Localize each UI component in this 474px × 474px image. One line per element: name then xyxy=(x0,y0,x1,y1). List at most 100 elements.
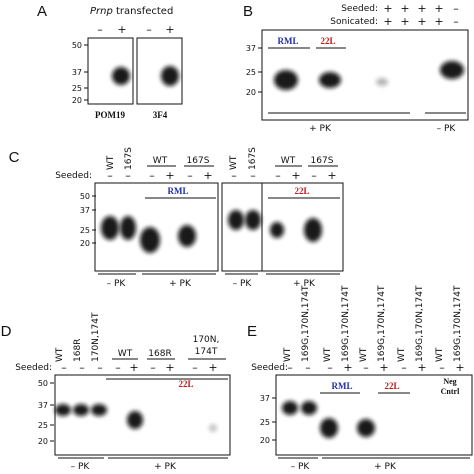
lane-sign: + xyxy=(165,169,174,182)
lane-sign: + xyxy=(165,23,174,36)
group-label: 168R xyxy=(148,349,171,359)
marker-label: 50 xyxy=(38,379,48,388)
row-label: Seeded: xyxy=(15,363,52,373)
marker-label: 20 xyxy=(72,96,82,105)
lane-label: WT xyxy=(397,347,407,362)
lane-sign: – xyxy=(439,361,445,374)
band xyxy=(304,218,322,242)
lane-label: 170N,174T xyxy=(91,312,101,362)
lane-sign: – xyxy=(287,361,293,374)
panel-label: D xyxy=(1,323,12,340)
lane-sign: – xyxy=(125,169,131,182)
blot-frame xyxy=(275,374,473,456)
lane-sign: + xyxy=(327,169,336,182)
marker-label: 37 xyxy=(38,401,48,410)
lane-sign: + xyxy=(291,169,300,182)
lane-label: 168R xyxy=(73,339,83,362)
lane-label: 169G,170N,174T xyxy=(453,285,463,362)
strain-label: 22L xyxy=(320,36,335,46)
band xyxy=(209,424,217,432)
band xyxy=(178,225,196,247)
band xyxy=(320,418,338,438)
lane-sign: + xyxy=(417,2,426,15)
band xyxy=(161,66,179,86)
treatment-label: – PK xyxy=(291,462,311,472)
marker-label: 25 xyxy=(80,226,90,235)
lane-sign: – xyxy=(146,23,152,36)
lane-label: 167S xyxy=(124,147,134,170)
band xyxy=(245,210,261,230)
lane-label: 169G,170N,174T xyxy=(415,285,425,362)
treatment-label: + PK xyxy=(374,462,397,472)
row-label: Seeded: xyxy=(251,363,288,373)
panel-label: A xyxy=(37,3,47,20)
antibody-label: 3F4 xyxy=(153,110,168,120)
band xyxy=(376,78,388,86)
band xyxy=(91,404,107,416)
strain-label: 22L xyxy=(178,379,193,389)
row-label: Seeded: xyxy=(55,171,92,181)
lane-sign: – xyxy=(453,15,459,28)
marker-label: 25 xyxy=(72,84,82,93)
treatment-label: + PK xyxy=(154,462,177,472)
strain-label: 22L xyxy=(294,186,309,196)
lane-sign: – xyxy=(305,361,311,374)
group-label: 167S xyxy=(187,156,210,166)
marker-label: 50 xyxy=(72,41,82,50)
treatment-label: – PK xyxy=(107,279,127,289)
lane-sign: – xyxy=(97,361,103,374)
control-label: Cntrl xyxy=(441,387,460,396)
panel-label: B xyxy=(243,3,253,20)
lane-sign: – xyxy=(187,169,193,182)
band xyxy=(319,72,341,88)
lane-sign: – xyxy=(115,361,121,374)
group-label: 170N, xyxy=(193,335,220,345)
band xyxy=(440,61,464,79)
lane-sign: – xyxy=(231,169,237,182)
lane-sign: – xyxy=(149,169,155,182)
lane-label: 169G,170N,174T xyxy=(341,285,351,362)
strain-label: RML xyxy=(168,186,189,196)
lane-sign: + xyxy=(208,361,217,374)
treatment-label: + PK xyxy=(309,124,332,134)
lane-label: WT xyxy=(55,347,65,362)
lane-sign: – xyxy=(79,361,85,374)
lane-sign: + xyxy=(434,2,443,15)
group-label: WT xyxy=(118,349,133,359)
lane-sign: + xyxy=(379,361,388,374)
lane-label: 167S xyxy=(248,147,258,170)
group-label: WT xyxy=(281,156,296,166)
treatment-label: – PK xyxy=(71,462,91,472)
lane-sign: + xyxy=(455,361,464,374)
lane-sign: – xyxy=(453,2,459,15)
lane-sign: – xyxy=(107,169,113,182)
band xyxy=(101,216,119,240)
lane-sign: – xyxy=(275,169,281,182)
marker-label: 20 xyxy=(246,88,256,97)
lane-label: WT xyxy=(229,155,239,170)
lane-sign: + xyxy=(417,361,426,374)
panel-label: C xyxy=(9,149,20,166)
lane-sign: – xyxy=(97,23,103,36)
lane-sign: – xyxy=(311,169,317,182)
lane-sign: + xyxy=(417,15,426,28)
lane-sign: – xyxy=(401,361,407,374)
lane-sign: – xyxy=(61,361,67,374)
lane-label: WT xyxy=(283,347,293,362)
marker-label: 37 xyxy=(246,44,256,53)
lane-label: WT xyxy=(106,155,116,170)
band xyxy=(112,67,130,85)
lane-label: WT xyxy=(359,347,369,362)
lane-sign: – xyxy=(250,169,256,182)
marker-label: 25 xyxy=(38,421,48,430)
marker-label: 20 xyxy=(80,239,90,248)
lane-label: WT xyxy=(435,347,445,362)
group-label: 167S xyxy=(311,156,334,166)
band xyxy=(55,404,71,416)
lane-sign: + xyxy=(434,15,443,28)
panel-a-title: Prnp transfected xyxy=(90,6,173,17)
lane-sign: – xyxy=(150,361,156,374)
lane-sign: + xyxy=(165,361,174,374)
marker-label: 50 xyxy=(80,192,90,201)
marker-label: 37 xyxy=(260,394,270,403)
